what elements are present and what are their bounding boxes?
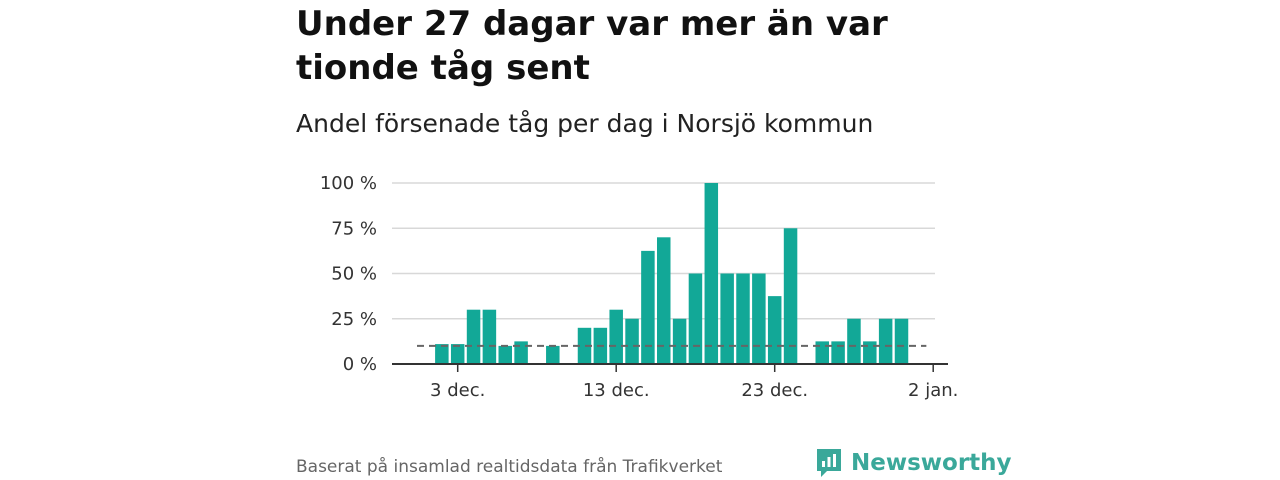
bar (672, 318, 687, 364)
bar (466, 309, 481, 364)
bar (767, 296, 782, 364)
y-tick-label: 25 % (331, 309, 377, 330)
bar (498, 345, 512, 364)
bar (878, 318, 893, 364)
newsworthy-logo: Newsworthy (815, 447, 1012, 479)
bar (577, 327, 592, 364)
bar (847, 318, 861, 364)
bar (704, 183, 719, 364)
bar (720, 273, 734, 364)
x-tick-label: 2 jan. (908, 380, 958, 401)
bar (783, 228, 798, 364)
bar (863, 341, 877, 364)
bar (546, 345, 560, 364)
grid-lines (392, 182, 935, 320)
bar (752, 273, 766, 364)
bar (736, 273, 750, 364)
bar (688, 273, 703, 364)
y-tick-label: 100 % (320, 173, 377, 194)
bar (450, 344, 465, 364)
x-tick-label: 3 dec. (430, 380, 485, 401)
y-tick-label: 75 % (331, 218, 377, 239)
bar (514, 341, 528, 364)
bar (482, 309, 497, 364)
bar (894, 318, 909, 364)
bar (435, 344, 449, 364)
axes: 0 % 25 % 50 % 75 % 100 % 3 dec. 13 dec. 23 dec.… (320, 173, 959, 401)
logo-text: Newsworthy (851, 450, 1012, 476)
source-note: Baserat på insamlad realtidsdata från Tr… (296, 457, 723, 477)
bar (625, 318, 639, 364)
y-tick-label: 0 % (343, 354, 377, 375)
newsworthy-logo-icon (817, 449, 841, 477)
x-tick-label: 23 dec. (741, 380, 808, 401)
chart-subtitle: Andel försenade tåg per dag i Norsjö kom… (296, 109, 874, 138)
y-tick-label: 50 % (331, 264, 377, 285)
bar (641, 250, 655, 364)
bar (831, 341, 845, 364)
bar (815, 341, 829, 364)
bars (435, 183, 909, 364)
bar (609, 309, 623, 364)
bar (657, 237, 671, 364)
chart-title: Under 27 dagar var mer än var tionde tåg… (296, 4, 888, 88)
x-tick-label: 13 dec. (583, 380, 650, 401)
